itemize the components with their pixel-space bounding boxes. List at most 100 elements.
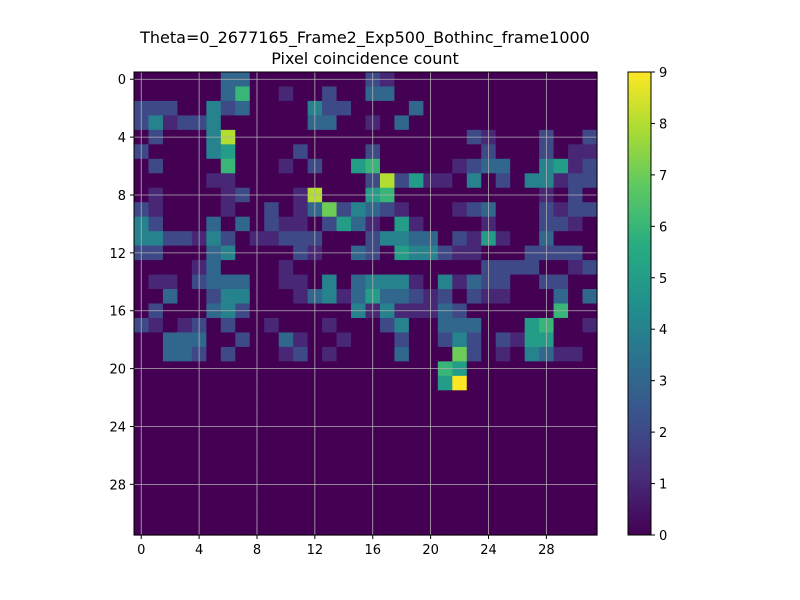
heatmap-cell	[495, 404, 511, 420]
heatmap-cell	[177, 520, 193, 536]
heatmap-cell	[568, 390, 584, 406]
heatmap-cell	[553, 520, 569, 536]
heatmap-cell	[582, 100, 598, 117]
heatmap-cell	[278, 289, 294, 305]
heatmap-cell	[278, 433, 294, 449]
heatmap-cell	[568, 433, 584, 449]
heatmap-cell	[206, 375, 222, 391]
heatmap-cell	[220, 404, 236, 420]
heatmap-cell	[336, 86, 352, 102]
heatmap-cell	[162, 274, 179, 290]
heatmap-cell	[278, 115, 294, 131]
heatmap-cell	[235, 404, 251, 420]
heatmap-cell	[466, 520, 482, 536]
heatmap-cell	[408, 216, 424, 232]
heatmap-cell	[524, 448, 540, 464]
y-tick-label: 0	[118, 73, 126, 88]
heatmap-cell	[278, 317, 294, 334]
heatmap-cell	[336, 433, 352, 449]
heatmap-cell	[220, 491, 236, 507]
heatmap-cell	[322, 332, 338, 348]
heatmap-cell	[293, 216, 309, 232]
heatmap-cell	[582, 144, 598, 160]
heatmap-cell	[437, 274, 453, 290]
heatmap-cell	[235, 115, 251, 131]
heatmap-cell	[264, 260, 280, 276]
heatmap-cell	[495, 144, 511, 160]
heatmap-cell	[293, 404, 309, 420]
heatmap-cell	[524, 390, 540, 406]
heatmap-cell	[206, 433, 222, 449]
heatmap-cell	[582, 506, 598, 522]
heatmap-cell	[220, 332, 236, 348]
heatmap-cell	[408, 115, 424, 131]
heatmap-cell	[466, 346, 482, 362]
heatmap-cell	[177, 260, 193, 276]
heatmap-cell	[466, 317, 482, 334]
heatmap-cell	[553, 86, 569, 102]
heatmap-cell	[235, 274, 251, 290]
heatmap-cell	[235, 332, 251, 348]
heatmap-cell	[278, 462, 294, 478]
heatmap-cell	[235, 433, 251, 449]
heatmap-cell	[264, 158, 280, 174]
heatmap-cell	[351, 202, 367, 218]
heatmap-cell	[336, 404, 352, 420]
heatmap-cell	[408, 332, 424, 348]
heatmap-cell	[162, 260, 179, 276]
heatmap-cell	[177, 231, 193, 247]
heatmap-cell	[148, 448, 164, 464]
heatmap-cell	[466, 173, 482, 189]
heatmap-cell	[452, 202, 468, 218]
heatmap-cell	[336, 231, 352, 247]
heatmap-cell	[466, 375, 482, 391]
heatmap-cell	[264, 433, 280, 449]
heatmap-cell	[394, 332, 410, 348]
heatmap-cell	[162, 216, 179, 232]
heatmap-cell	[264, 202, 280, 218]
heatmap-cell	[336, 375, 352, 391]
y-tick-label: 28	[109, 478, 126, 493]
heatmap-cell	[408, 346, 424, 362]
heatmap-cell	[437, 332, 453, 348]
heatmap-cell	[452, 158, 468, 174]
heatmap-cell	[568, 274, 584, 290]
heatmap-cell	[466, 216, 482, 232]
heatmap-cell	[322, 346, 338, 362]
heatmap-cell	[568, 491, 584, 507]
heatmap-cell	[177, 158, 193, 174]
heatmap-cell	[582, 289, 598, 305]
heatmap-cell	[379, 506, 396, 522]
heatmap-cell	[264, 491, 280, 507]
heatmap-cell	[524, 144, 540, 160]
heatmap-cell	[510, 231, 526, 247]
heatmap-cell	[408, 231, 424, 247]
heatmap-cell	[495, 231, 511, 247]
heatmap-cell	[568, 100, 584, 117]
heatmap-cell	[235, 173, 251, 189]
heatmap-cell	[351, 260, 367, 276]
heatmap-cell	[568, 231, 584, 247]
heatmap-cell	[582, 404, 598, 420]
heatmap-cell	[220, 158, 236, 174]
heatmap-cell	[553, 115, 569, 131]
heatmap-cell	[206, 289, 222, 305]
heatmap-cell	[437, 375, 453, 391]
heatmap-cell	[437, 390, 453, 406]
heatmap-cell	[220, 115, 236, 131]
heatmap-cell	[408, 317, 424, 334]
heatmap-cell	[452, 491, 468, 507]
heatmap-cell	[177, 86, 193, 102]
heatmap-cell	[177, 448, 193, 464]
heatmap-cell	[452, 462, 468, 478]
heatmap-cell	[553, 375, 569, 391]
heatmap-cell	[582, 332, 598, 348]
heatmap-cell	[293, 332, 309, 348]
heatmap-cell	[336, 144, 352, 160]
heatmap-cell	[264, 346, 280, 362]
heatmap-cell	[336, 332, 352, 348]
heatmap-cell	[495, 390, 511, 406]
heatmap-cell	[220, 448, 236, 464]
heatmap-cell	[582, 231, 598, 247]
heatmap-cell	[322, 173, 338, 189]
